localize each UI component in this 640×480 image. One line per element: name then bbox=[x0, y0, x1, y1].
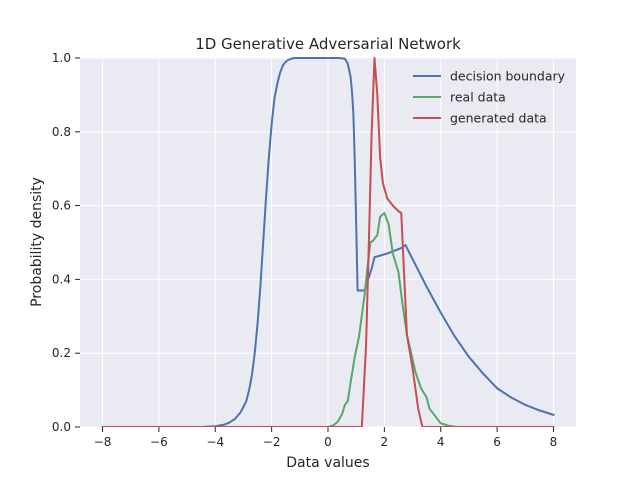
y-tick-label: 0.2 bbox=[52, 346, 71, 360]
y-tick-label: 0.4 bbox=[52, 272, 71, 286]
series-line-decision-boundary bbox=[101, 57, 555, 427]
x-tick-label: −6 bbox=[150, 435, 168, 449]
x-tick-label: 8 bbox=[550, 435, 558, 449]
legend-label: real data bbox=[450, 90, 506, 105]
y-axis-ticks: 0.0 0.2 0.4 0.6 0.8 1.0 bbox=[52, 51, 80, 434]
x-tick-label: 4 bbox=[437, 435, 445, 449]
x-tick-label: 0 bbox=[324, 435, 332, 449]
x-tick-label: −4 bbox=[206, 435, 224, 449]
legend-label: decision boundary bbox=[450, 69, 566, 84]
x-tick-label: 6 bbox=[493, 435, 501, 449]
series-line-real-data bbox=[101, 211, 555, 427]
x-tick-label: −8 bbox=[94, 435, 112, 449]
chart-title: 1D Generative Adversarial Network bbox=[195, 35, 461, 53]
legend-label: generated data bbox=[450, 111, 547, 126]
y-tick-label: 1.0 bbox=[52, 51, 71, 65]
series-line-generated-data bbox=[101, 57, 555, 427]
series-group bbox=[101, 57, 555, 427]
y-tick-label: 0.8 bbox=[52, 125, 71, 139]
legend: decision boundary real data generated data bbox=[413, 69, 566, 126]
y-axis-label: Probability density bbox=[29, 177, 45, 307]
x-tick-label: −2 bbox=[263, 435, 281, 449]
x-axis-ticks: −8 −6 −4 −2 0 2 4 6 8 bbox=[94, 427, 558, 449]
y-tick-label: 0.6 bbox=[52, 199, 71, 213]
grid bbox=[80, 57, 576, 428]
y-tick-label: 0.0 bbox=[52, 420, 71, 434]
x-axis-label: Data values bbox=[286, 455, 369, 471]
x-tick-label: 2 bbox=[381, 435, 389, 449]
